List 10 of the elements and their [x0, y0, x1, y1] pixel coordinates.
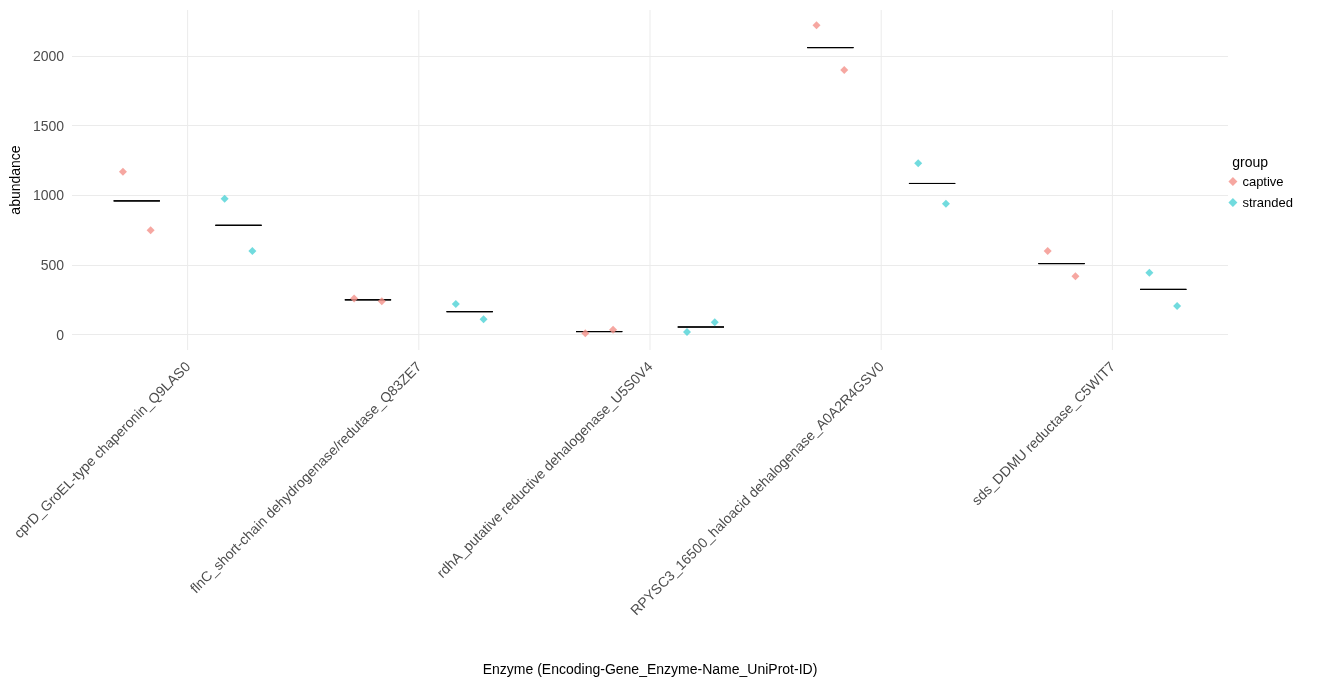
- y-tick-label: 0: [56, 326, 65, 343]
- legend-label: captive: [1242, 174, 1284, 189]
- y-tick-label: 2000: [32, 47, 65, 64]
- y-tick-label: 500: [40, 257, 65, 273]
- legend-label: stranded: [1242, 195, 1293, 210]
- y-tick-label: 1000: [32, 187, 65, 204]
- y-tick-label: 1500: [32, 117, 65, 134]
- legend-title: group: [1232, 154, 1269, 170]
- y-axis-title: abundance: [7, 145, 23, 215]
- x-axis-title: Enzyme (Encoding-Gene_Enzyme-Name_UniProt-ID): [482, 661, 818, 677]
